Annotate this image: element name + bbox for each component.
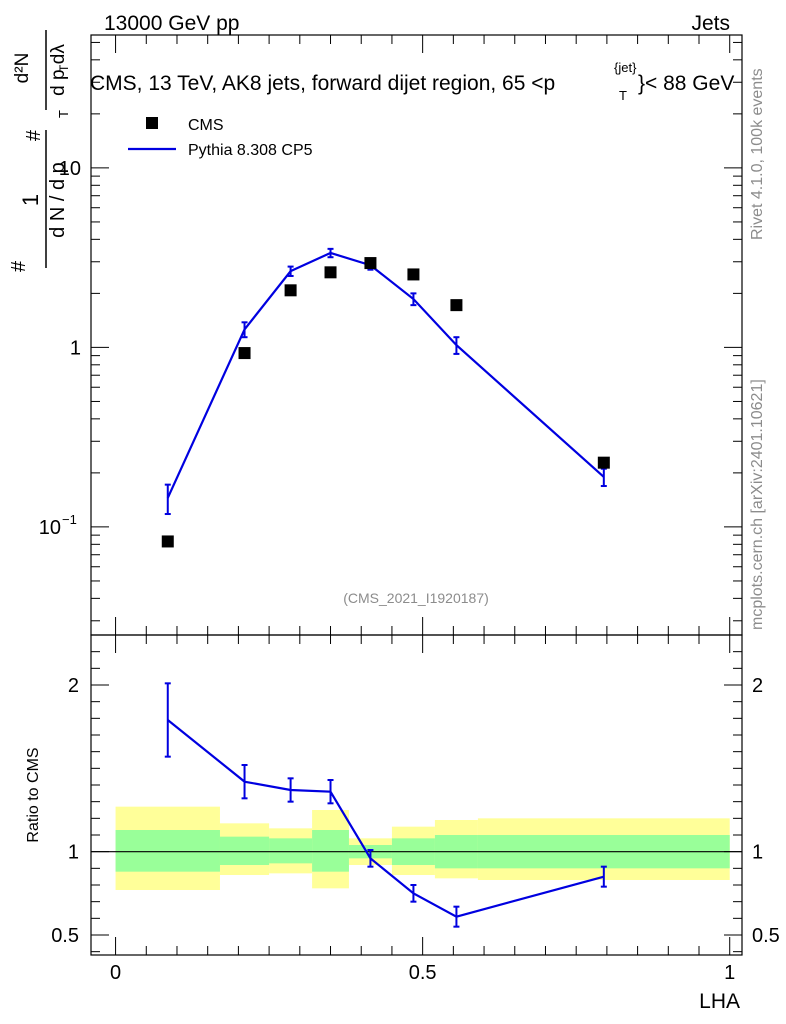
cms-data-point: [238, 347, 251, 360]
cms-data-point: [450, 299, 463, 312]
svg-text:d p dλ: d p dλ: [48, 44, 69, 96]
title-subscript: T: [619, 88, 627, 103]
ratio-frame: [90, 634, 743, 956]
svg-text:d²N: d²N: [12, 53, 33, 84]
plot-title: CMS, 13 TeV, AK8 jets, forward dijet reg…: [90, 60, 734, 103]
title-end: }< 88 GeV: [638, 72, 734, 95]
energy-label: 13000 GeV pp: [104, 12, 239, 35]
legend: CMS Pythia 8.308 CP5: [128, 117, 313, 159]
cms-data-point: [407, 268, 420, 281]
analysis-watermark: (CMS_2021_I1920187): [343, 590, 489, 606]
ratio-y-tick-label-right: 0.5: [752, 925, 780, 947]
rivet-label: Rivet 4.1.0, 100k events: [749, 68, 766, 240]
pythia-line: [166, 251, 605, 499]
cms-data-point: [161, 535, 174, 548]
legend-data-label: CMS: [188, 117, 224, 134]
ratio-pythia-line: [167, 719, 605, 918]
mcplots-label: mcplots.cern.ch [arXiv:2401.10621]: [749, 379, 766, 630]
main-y-axis-label: # 1 d N / d p T # d²N d p dλ T: [8, 30, 71, 272]
x-tick-label: 1: [724, 962, 735, 984]
svg-text:#: #: [23, 129, 45, 141]
svg-text:T: T: [57, 64, 71, 72]
main-series-group: [161, 247, 610, 548]
cms-data-point: [597, 456, 610, 469]
svg-text:d N / d p: d N / d p: [47, 162, 69, 238]
svg-text:#: #: [8, 260, 30, 272]
x-tick-label: 0.5: [409, 962, 437, 984]
process-label: Jets: [691, 12, 730, 35]
svg-text:T: T: [56, 110, 71, 118]
ratio-y-tick-label-left: 2: [68, 675, 79, 697]
ratio-band-inner: [312, 830, 349, 872]
svg-text:1: 1: [18, 194, 43, 206]
x-axis-label: LHA: [699, 990, 740, 1013]
x-tick-label: 0: [110, 962, 121, 984]
ratio-y-tick-label-right: 1: [752, 842, 763, 864]
title-superscript: {jet}: [614, 60, 637, 75]
ratio-band-inner: [115, 830, 220, 872]
main-y-tick-label: 10: [59, 158, 81, 180]
ratio-y-tick-label-left: 1: [68, 842, 79, 864]
legend-data-marker: [146, 117, 158, 129]
main-y-tick-label: 1: [70, 337, 81, 359]
legend-mc-label: Pythia 8.308 CP5: [188, 142, 313, 159]
ratio-y-tick-label-left: 0.5: [51, 925, 79, 947]
ratio-series-group: [164, 682, 607, 928]
cms-data-point: [324, 266, 337, 279]
ratio-band-inner: [269, 838, 313, 864]
ratio-uncertainty-bands: [91, 806, 742, 890]
ratio-y-tick-label-right: 2: [752, 675, 763, 697]
cms-data-point: [364, 257, 377, 270]
main-y-tick-label-exponent: −1: [62, 512, 77, 527]
title-main: CMS, 13 TeV, AK8 jets, forward dijet reg…: [90, 72, 555, 95]
cms-data-point: [284, 284, 297, 297]
ratio-axis-ticks: 0.5 0.5 1 1 2 2 0 0.5 1: [51, 634, 780, 984]
ratio-y-axis-label: Ratio to CMS: [25, 747, 42, 842]
main-y-tick-label: 10: [39, 517, 61, 539]
ratio-band-inner: [219, 836, 270, 865]
